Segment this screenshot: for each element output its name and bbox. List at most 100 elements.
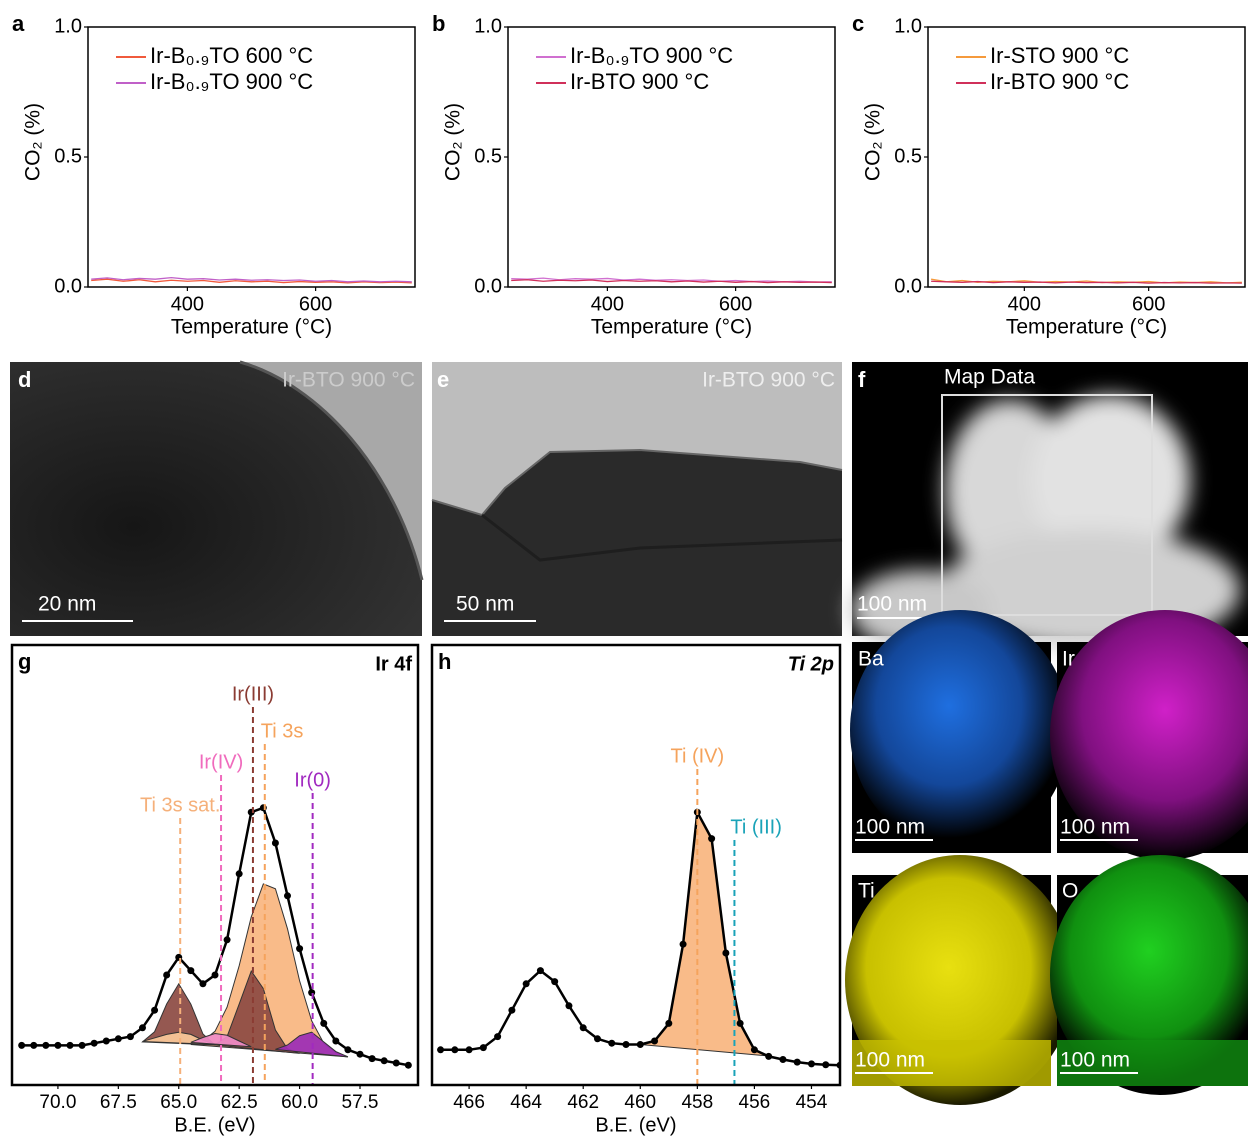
chart-title: Ir 4f (375, 653, 412, 675)
y-tick-label: 0.0 (54, 275, 82, 297)
tem-image-d: d Ir-BTO 900 °C 20 nm (10, 360, 424, 636)
legend-label: Ir-BTO 900 °C (990, 69, 1129, 94)
data-point (284, 892, 291, 900)
scale-label: 100 nm (855, 816, 925, 839)
x-tick-label: 600 (719, 293, 752, 315)
data-point (18, 1041, 26, 1049)
y-tick-label: 0.0 (474, 275, 502, 297)
data-point (404, 1061, 412, 1069)
y-tick-label: 0.0 (894, 275, 922, 297)
series-line (931, 280, 1242, 284)
y-tick-label: 1.0 (894, 15, 922, 37)
data-point (451, 1046, 459, 1054)
series-line (21, 806, 409, 1067)
data-point (465, 1046, 473, 1054)
x-tick-label: 62.5 (221, 1092, 258, 1113)
data-point (708, 835, 716, 843)
x-tick-label: 466 (453, 1092, 485, 1113)
data-point (536, 967, 544, 975)
data-point (665, 1019, 673, 1027)
image-caption: Ir-BTO 900 °C (282, 369, 415, 392)
annotation: Ir(0) (294, 769, 331, 791)
map-element: Ti (858, 880, 875, 903)
data-point (522, 980, 530, 988)
data-point (651, 1037, 659, 1045)
data-point (90, 1039, 98, 1047)
scale-label: 100 nm (1060, 1049, 1130, 1072)
panel-label: e (437, 367, 449, 392)
data-point (551, 978, 559, 986)
data-point (636, 1041, 644, 1049)
x-tick-label: 57.5 (342, 1092, 379, 1113)
data-point (565, 1002, 573, 1010)
data-point (765, 1052, 773, 1060)
x-tick-label: 400 (1008, 293, 1041, 315)
annotation: Ir(III) (232, 683, 274, 705)
x-tick-label: 600 (1132, 293, 1165, 315)
map-box (941, 394, 1153, 616)
data-point (126, 1033, 134, 1041)
x-tick-label: 600 (299, 293, 332, 315)
eds-map: Ir 100 nm (1050, 610, 1248, 860)
data-point (235, 870, 243, 878)
x-tick-label: 65.0 (160, 1092, 197, 1113)
legend-label: Ir-BTO 900 °C (570, 69, 709, 94)
data-point (722, 949, 730, 957)
data-point (163, 971, 171, 979)
map-box-label: Map Data (944, 366, 1035, 389)
x-tick-label: 400 (171, 293, 204, 315)
image-caption: Ir-BTO 900 °C (702, 369, 835, 392)
data-point (320, 1019, 328, 1027)
chart: g Ir 4f 70.0 67.5 65.0 62.5 60.0 57.5 B.E. (eV) T… (10, 643, 420, 1136)
data-point (579, 1024, 587, 1032)
map-element: Ba (858, 648, 884, 671)
data-point (199, 980, 207, 988)
data-point (332, 1037, 340, 1045)
data-point (392, 1059, 400, 1067)
data-point (593, 1035, 601, 1043)
plot-frame (507, 26, 836, 288)
y-axis-label: CO₂ (%) (22, 103, 45, 181)
x-tick-label: 400 (591, 293, 624, 315)
x-axis-label: Temperature (°C) (1006, 316, 1167, 339)
data-point (608, 1039, 616, 1047)
panel-label: f (858, 367, 866, 392)
data-point (30, 1041, 38, 1049)
series-line (440, 808, 840, 1067)
data-point (479, 1044, 487, 1052)
data-point (622, 1041, 630, 1049)
x-tick-label: 458 (681, 1092, 713, 1113)
y-tick-label: 0.5 (474, 145, 502, 167)
data-point (437, 1046, 445, 1054)
x-tick-label: 456 (739, 1092, 771, 1113)
y-tick-label: 0.5 (54, 145, 82, 167)
tem-image-e: e Ir-BTO 900 °C 50 nm (431, 362, 843, 636)
x-axis-label: B.E. (eV) (174, 1114, 255, 1136)
data-point (271, 839, 279, 847)
x-tick-label: 464 (510, 1092, 542, 1113)
legend-label: Ir-B₀.₉TO 900 °C (150, 69, 313, 94)
panel-label: g (18, 649, 31, 674)
scale-label: 20 nm (38, 593, 96, 616)
data-point (296, 945, 304, 953)
panel-label: b (432, 11, 445, 36)
x-axis-label: Temperature (°C) (171, 316, 332, 339)
data-point (54, 1041, 62, 1049)
fit-component (640, 810, 769, 1057)
haadf-image-f: f Map Data 100 nm (850, 362, 1248, 650)
plot-area (18, 804, 412, 1069)
data-point (807, 1060, 815, 1068)
annotation: Ti 3s sat. (140, 794, 220, 816)
annotation: Ti 3s (261, 720, 304, 742)
x-tick-label: 67.5 (100, 1092, 137, 1113)
panel-label: a (12, 11, 25, 36)
y-tick-label: 1.0 (54, 15, 82, 37)
chart-title: Ti 2p (788, 653, 834, 675)
y-tick-label: 0.5 (894, 145, 922, 167)
data-point (259, 804, 267, 812)
